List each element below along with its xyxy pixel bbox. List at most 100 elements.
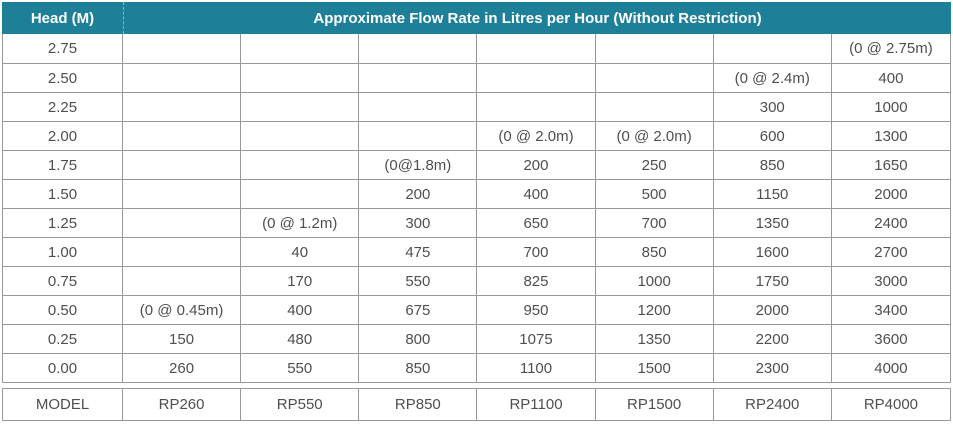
flow-value-cell (241, 64, 360, 92)
flow-value-cell: 2300 (714, 354, 832, 382)
model-name-cell: RP2400 (714, 389, 832, 420)
flow-value-cell: 2200 (714, 325, 832, 353)
head-value-cell: 1.75 (3, 151, 123, 179)
flow-value-cell: 550 (241, 354, 360, 382)
flow-value-cell: 500 (596, 180, 714, 208)
flow-value-cell: 1300 (874, 127, 908, 145)
flow-value-cell: 550 (359, 267, 478, 295)
table-row: 1.00 40 475 700 850 1600 2700 (3, 237, 950, 266)
flow-value-cell: 850 (596, 238, 714, 266)
flow-value-cell: 700 (596, 209, 714, 237)
flow-value-cell (123, 151, 242, 179)
flow-value-cell: 170 (241, 267, 360, 295)
flow-value-cell: 850 (359, 354, 478, 382)
flow-value-cell: 2000 (714, 296, 832, 324)
table-row: 0.50 (0 @ 0.45m) 400 675 950 1200 2000 3400 (3, 295, 950, 324)
flow-value-cell: 200 (359, 180, 478, 208)
flow-value-cell: 950 (477, 296, 596, 324)
flow-value-cell: 1150 (714, 180, 832, 208)
model-name-cell: RP550 (241, 389, 360, 420)
flow-value-cell (123, 34, 242, 63)
flow-value-cell (477, 64, 596, 92)
table-row: 2.25 300 1000 (3, 92, 950, 121)
flow-value-cell: 1350 (714, 209, 832, 237)
flow-value-cell: 1600 (714, 238, 832, 266)
flow-value-cell: 4000 (874, 359, 908, 377)
flow-value-cell: 825 (477, 267, 596, 295)
flow-value-cell: 400 (878, 69, 904, 87)
table-body: 2.75 (0 @ 2.75m) 2.50 (0 @ 2.4m) 400 2.25 300 1… (2, 34, 951, 383)
model-name-cell: RP1500 (596, 389, 714, 420)
table-row: 1.25 (0 @ 1.2m) 300 650 700 1350 2400 (3, 208, 950, 237)
flow-value-cell (477, 34, 596, 63)
head-value-cell: 1.25 (3, 209, 123, 237)
head-value-cell: 2.50 (3, 64, 123, 92)
flow-value-cell: 1000 (596, 267, 714, 295)
flow-value-cell: 40 (241, 238, 360, 266)
flow-value-cell (596, 64, 714, 92)
flow-value-cell: 1075 (477, 325, 596, 353)
flow-value-cell: (0@1.8m) (359, 151, 478, 179)
flow-value-cell: 3600 (874, 330, 908, 348)
flow-value-cell (123, 209, 242, 237)
flow-value-cell: (0 @ 2.4m) (714, 64, 832, 92)
flow-value-cell: 260 (123, 354, 242, 382)
model-name-cell: RP260 (123, 389, 242, 420)
flow-value-cell (123, 238, 242, 266)
head-value-cell: 2.00 (3, 122, 123, 150)
table-row: 2.50 (0 @ 2.4m) 400 (3, 63, 950, 92)
flow-value-cell: 1750 (714, 267, 832, 295)
flow-value-cell: (0 @ 2.0m) (477, 122, 596, 150)
flow-value-cell: 650 (477, 209, 596, 237)
flow-value-cell (241, 34, 360, 63)
head-value-cell: 0.25 (3, 325, 123, 353)
flow-value-cell: 200 (477, 151, 596, 179)
table-row: 0.75 170 550 825 1000 1750 3000 (3, 266, 950, 295)
flow-value-cell: 600 (714, 122, 832, 150)
model-name-cell: RP850 (359, 389, 478, 420)
table-row: 0.25 150 480 800 1075 1350 2200 3600 (3, 324, 950, 353)
head-value-cell: 1.50 (3, 180, 123, 208)
flow-value-cell: (0 @ 2.0m) (596, 122, 714, 150)
table-row: 2.75 (0 @ 2.75m) (3, 34, 950, 63)
flow-value-cell: 800 (359, 325, 478, 353)
flow-value-cell (123, 122, 242, 150)
flow-value-cell (359, 93, 478, 121)
model-name-cell: RP4000 (863, 396, 919, 413)
flow-value-cell: 2400 (874, 214, 908, 232)
flow-value-cell: 1350 (596, 325, 714, 353)
flow-value-cell: (0 @ 1.2m) (241, 209, 360, 237)
model-name-cell: RP1100 (477, 389, 596, 420)
flow-value-cell (596, 93, 714, 121)
table-header-row: Head (M) Approximate Flow Rate in Litres… (2, 2, 951, 34)
flow-value-cell: 675 (359, 296, 478, 324)
head-value-cell: 0.75 (3, 267, 123, 295)
flow-value-cell (241, 180, 360, 208)
flow-value-cell: 2700 (874, 243, 908, 261)
flow-value-cell: 700 (477, 238, 596, 266)
flow-value-cell: 2000 (874, 185, 908, 203)
flow-value-cell: 150 (123, 325, 242, 353)
flow-value-cell (359, 64, 478, 92)
table-row: 1.50 200 400 500 1150 2000 (3, 179, 950, 208)
model-row-label: MODEL (3, 389, 123, 420)
flow-value-cell: 1000 (874, 98, 908, 116)
flow-value-cell (477, 93, 596, 121)
flow-value-cell (123, 180, 242, 208)
head-value-cell: 1.00 (3, 238, 123, 266)
flow-value-cell: 1100 (477, 354, 596, 382)
flow-value-cell (123, 64, 242, 92)
flow-value-cell: 3400 (874, 301, 908, 319)
flow-value-cell: 3000 (874, 272, 908, 290)
flow-value-cell (359, 122, 478, 150)
table-row: 0.00 260 550 850 1100 1500 2300 4000 (3, 353, 950, 382)
flow-value-cell: 1200 (596, 296, 714, 324)
head-value-cell: 0.00 (3, 354, 123, 382)
head-value-cell: 0.50 (3, 296, 123, 324)
flow-value-cell: 400 (477, 180, 596, 208)
flow-value-cell: 480 (241, 325, 360, 353)
head-value-cell: 2.75 (3, 34, 123, 63)
flow-value-cell (714, 34, 832, 63)
flow-value-cell: 300 (714, 93, 832, 121)
flow-value-cell: 475 (359, 238, 478, 266)
